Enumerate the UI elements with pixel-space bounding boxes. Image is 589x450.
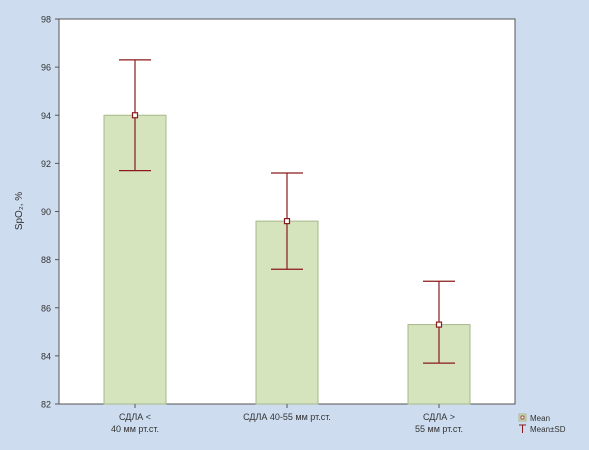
y-tick-label-92: 92 xyxy=(41,159,51,169)
y-tick-label-90: 90 xyxy=(41,207,51,217)
y-axis: 82 84 86 88 90 92 94 96 98 xyxy=(41,15,59,410)
x-tick-label-2-0: СДЛА > xyxy=(423,412,455,422)
y-tick-label-82: 82 xyxy=(41,400,51,410)
y-tick-label-94: 94 xyxy=(41,111,51,121)
y-axis-label: SpO₂, % xyxy=(14,192,25,230)
y-tick-label-98: 98 xyxy=(41,15,51,25)
x-tick-label-1-0: СДЛА 40-55 мм рт.ст. xyxy=(243,412,331,422)
legend: Mean Mean±SD xyxy=(518,413,566,434)
y-tick-label-86: 86 xyxy=(41,303,51,313)
x-tick-label-2-1: 55 мм рт.ст. xyxy=(415,424,463,434)
y-tick-label-96: 96 xyxy=(41,63,51,73)
mean-marker-2 xyxy=(435,321,443,328)
x-tick-label-0-0: СДЛА < xyxy=(119,412,151,422)
y-tick-label-84: 84 xyxy=(41,351,51,361)
legend-mean-marker xyxy=(520,415,525,420)
legend-sd-label: Mean±SD xyxy=(530,425,566,434)
x-tick-label-0-1: 40 мм рт.ст. xyxy=(111,424,159,434)
mean-marker-1 xyxy=(283,218,291,225)
y-tick-label-88: 88 xyxy=(41,255,51,265)
x-axis: СДЛА < 40 мм рт.ст. СДЛА 40-55 мм рт.ст. СД… xyxy=(111,404,463,434)
mean-marker-0 xyxy=(131,112,139,119)
legend-mean-label: Mean xyxy=(530,414,550,423)
whiskers-layer xyxy=(119,59,455,364)
